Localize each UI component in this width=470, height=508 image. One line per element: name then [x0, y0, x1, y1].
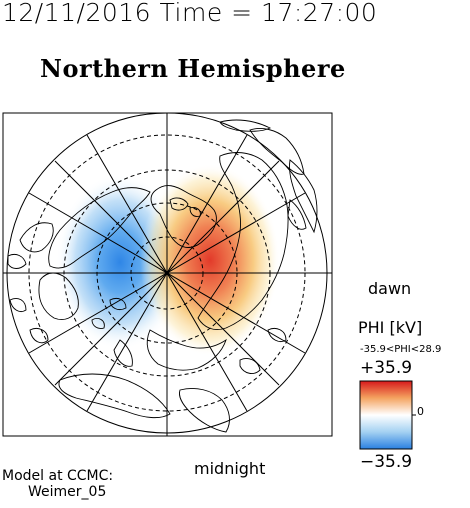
colorbar-range: -35.9<PHI<28.9 [360, 344, 442, 355]
coastlines [7, 119, 318, 433]
map-title: Northern Hemisphere [40, 54, 346, 83]
positive-potential-cell [140, 164, 280, 356]
model-credit-line1: Model at CCMC: [2, 468, 114, 484]
map-content [3, 113, 332, 436]
dawn-label: dawn [368, 279, 412, 298]
colorbar-min-label: −35.9 [360, 452, 413, 472]
model-credit-line2: Weimer_05 [28, 484, 107, 500]
colorbar [359, 380, 413, 450]
colorbar-title: PHI [kV] [358, 318, 423, 337]
midnight-label: midnight [194, 459, 266, 478]
colorbar-zero-label: 0 [417, 405, 424, 418]
meridian-lines [3, 113, 332, 436]
datetime-label: 12/11/2016 Time = 17:27:00 [2, 0, 378, 27]
colorbar-max-label: +35.9 [360, 358, 413, 378]
